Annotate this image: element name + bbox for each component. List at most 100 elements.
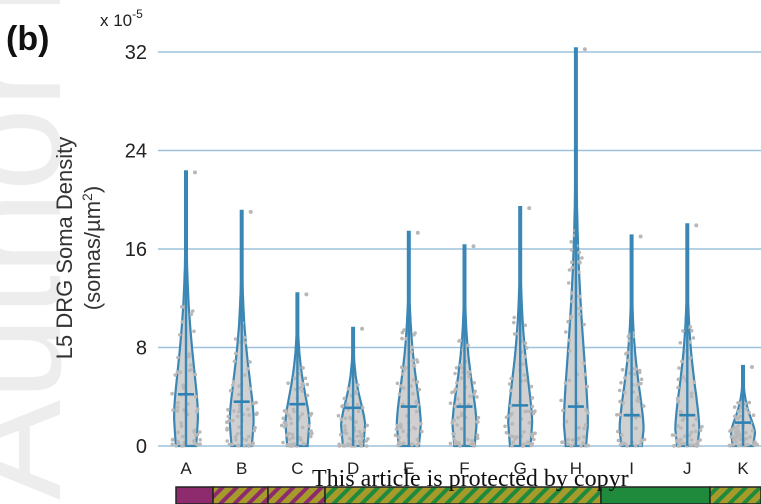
point-I [626,358,630,363]
point-B [237,409,241,414]
point-G [533,431,537,436]
point-H [566,442,570,446]
y-multiplier-label: x 10-5 [100,7,143,30]
point-F [455,381,459,385]
point-J [676,385,680,390]
point-G [527,420,532,425]
point-C [304,292,309,297]
point-K [732,405,737,409]
point-I [623,441,627,446]
point-K [734,432,738,436]
point-C [290,432,295,437]
point-C [305,382,310,387]
y-tick-label-24: 24 [125,141,147,163]
point-K [738,437,742,442]
point-K [736,416,741,421]
point-J [689,394,694,399]
category-label-C: C [291,459,303,478]
y-multiplier-base: x 10 [100,11,132,30]
point-F [472,381,477,385]
point-A [175,408,180,413]
point-A [176,401,180,405]
point-K [750,428,755,433]
watermark: Author Manuscript [0,0,92,500]
point-B [236,443,241,448]
point-B [252,428,256,433]
point-B [230,442,234,447]
point-B [234,437,238,442]
point-G [509,376,513,381]
point-E [402,328,406,332]
point-F [466,437,470,442]
point-H [559,398,563,403]
point-J [689,391,694,396]
point-D [343,424,347,428]
point-H [582,322,586,327]
point-K [744,407,749,411]
violin-C [279,292,314,448]
point-J [694,223,699,228]
category-label-F: F [459,459,469,478]
point-B [253,425,257,430]
point-H [567,338,572,343]
point-G [504,430,509,435]
point-A [194,433,198,438]
point-J [672,444,676,448]
violin-A [170,170,202,448]
point-J [683,434,687,439]
point-A [190,309,195,313]
point-A [170,442,175,447]
point-E [419,421,423,426]
point-J [680,359,684,364]
point-J [689,430,694,435]
point-B [227,442,232,447]
point-F [473,389,478,394]
point-I [627,338,632,343]
point-F [455,423,460,427]
point-G [523,341,528,346]
point-A [198,442,202,446]
point-H [577,312,582,317]
point-D [348,415,352,420]
point-H [569,444,574,448]
point-D [357,439,362,443]
point-H [583,372,588,377]
point-I [639,377,644,382]
point-D [340,404,345,408]
point-C [292,376,297,381]
point-A [190,367,194,372]
point-E [410,345,415,350]
point-I [636,395,640,400]
point-A [187,354,191,359]
point-B [248,360,252,364]
point-A [194,394,198,399]
point-I [620,367,625,372]
point-G [512,315,516,320]
point-D [343,416,348,421]
violin-G [503,206,537,448]
point-K [743,443,748,447]
point-H [578,294,582,299]
point-A [188,363,193,367]
point-D [342,444,346,448]
point-K [750,364,754,369]
point-D [366,437,370,441]
point-C [300,381,305,386]
point-F [466,343,470,348]
point-I [623,390,627,395]
point-H [570,265,575,270]
point-F [456,415,460,420]
point-G [530,442,535,446]
point-J [693,429,698,434]
violin-F [448,244,481,448]
point-H [582,435,586,439]
point-G [532,437,536,442]
point-A [198,430,202,434]
gridlines [158,51,761,447]
point-E [415,230,420,235]
point-J [691,336,696,340]
point-E [399,384,403,388]
point-E [395,381,400,386]
point-D [365,423,370,428]
point-B [246,443,251,448]
